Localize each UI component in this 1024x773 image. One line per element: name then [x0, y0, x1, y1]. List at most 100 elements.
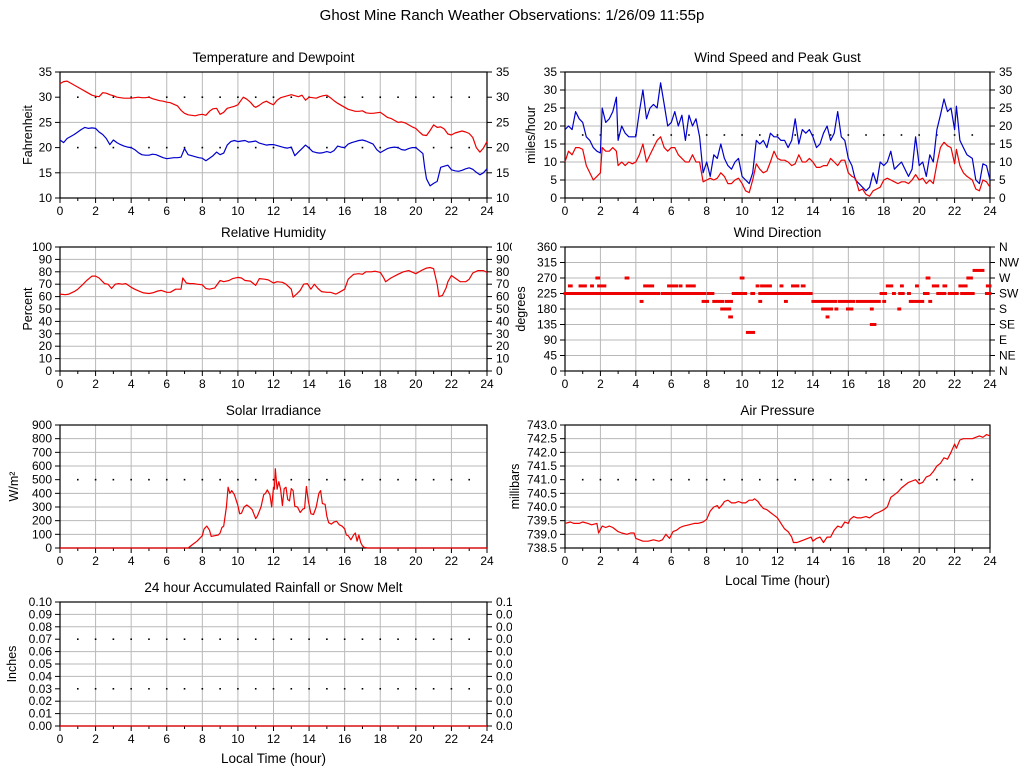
svg-text:0: 0 [496, 364, 503, 378]
svg-text:25: 25 [39, 115, 53, 129]
svg-text:8: 8 [703, 554, 710, 568]
chart-solar-irradiance: 0 2 4 6 8 10 12 14 16 18 20 22 24 0 100 200 300 400 500 600… [0, 395, 512, 577]
svg-text:180: 180 [537, 302, 557, 316]
svg-text:500: 500 [32, 473, 52, 487]
svg-text:743.0: 743.0 [527, 418, 557, 432]
svg-text:30: 30 [39, 90, 53, 104]
svg-text:2: 2 [92, 377, 99, 391]
svg-text:4: 4 [632, 204, 639, 218]
chart-rainfall-snowmelt: 0246810121416182022240.000.000.010.010.0… [0, 572, 520, 773]
svg-text:10: 10 [231, 554, 245, 568]
svg-text:0.00: 0.00 [496, 719, 512, 733]
svg-text:2: 2 [597, 377, 604, 391]
svg-text:N: N [999, 240, 1008, 254]
svg-text:8: 8 [703, 204, 710, 218]
svg-text:24: 24 [480, 554, 494, 568]
svg-text:15: 15 [39, 166, 53, 180]
svg-text:4: 4 [128, 204, 135, 218]
svg-text:10: 10 [735, 204, 749, 218]
svg-text:10: 10 [544, 155, 558, 169]
svg-text:60: 60 [496, 290, 510, 304]
svg-text:16: 16 [338, 204, 352, 218]
svg-text:15: 15 [496, 166, 510, 180]
svg-text:N: N [999, 364, 1008, 378]
svg-text:740.5: 740.5 [527, 486, 557, 500]
svg-text:0.00: 0.00 [29, 719, 53, 733]
svg-text:70: 70 [39, 277, 53, 291]
svg-text:4: 4 [632, 554, 639, 568]
chart-air-pressure: 0 2 4 6 8 10 12 14 16 18 20 22 24 738.5 739.0 739.5 740.… [505, 395, 1024, 600]
svg-text:E: E [999, 333, 1007, 347]
svg-text:0.02: 0.02 [29, 694, 53, 708]
svg-text:14: 14 [302, 204, 316, 218]
svg-text:24: 24 [983, 554, 997, 568]
svg-text:8: 8 [199, 204, 206, 218]
svg-text:315: 315 [537, 256, 557, 270]
svg-text:0: 0 [550, 191, 557, 205]
svg-text:20: 20 [544, 119, 558, 133]
svg-text:20: 20 [409, 732, 423, 746]
svg-text:30: 30 [39, 327, 53, 341]
svg-text:24: 24 [480, 377, 494, 391]
svg-text:0.03: 0.03 [496, 682, 512, 696]
svg-text:30: 30 [544, 83, 558, 97]
svg-text:35: 35 [544, 65, 558, 79]
svg-text:20: 20 [409, 204, 423, 218]
svg-text:20: 20 [409, 554, 423, 568]
svg-text:90: 90 [544, 333, 558, 347]
svg-text:0.01: 0.01 [496, 707, 512, 721]
svg-text:0.09: 0.09 [29, 607, 53, 621]
svg-text:0: 0 [45, 541, 52, 555]
svg-text:22: 22 [445, 554, 459, 568]
svg-text:10: 10 [496, 191, 510, 205]
svg-text:10: 10 [39, 352, 53, 366]
svg-text:35: 35 [999, 65, 1013, 79]
page-title: Ghost Mine Ranch Weather Observations: 1… [319, 7, 705, 24]
svg-text:Relative Humidity: Relative Humidity [221, 225, 326, 240]
svg-text:4: 4 [128, 732, 135, 746]
svg-text:Inches: Inches [5, 646, 19, 683]
svg-text:900: 900 [32, 418, 52, 432]
svg-text:NE: NE [999, 349, 1016, 363]
svg-text:50: 50 [39, 302, 53, 316]
svg-text:4: 4 [128, 377, 135, 391]
svg-text:225: 225 [537, 287, 557, 301]
svg-text:22: 22 [948, 554, 962, 568]
svg-text:0: 0 [550, 364, 557, 378]
svg-text:70: 70 [496, 277, 510, 291]
svg-text:0: 0 [562, 554, 569, 568]
svg-text:18: 18 [877, 554, 891, 568]
svg-text:Temperature and Dewpoint: Temperature and Dewpoint [192, 50, 354, 65]
svg-text:4: 4 [128, 554, 135, 568]
svg-text:16: 16 [842, 554, 856, 568]
svg-text:40: 40 [496, 314, 510, 328]
svg-text:14: 14 [302, 732, 316, 746]
svg-text:16: 16 [842, 377, 856, 391]
svg-text:100: 100 [32, 240, 52, 254]
svg-text:0: 0 [57, 204, 64, 218]
svg-text:Local Time (hour): Local Time (hour) [725, 573, 830, 588]
svg-text:10: 10 [231, 377, 245, 391]
svg-text:20: 20 [496, 339, 510, 353]
svg-text:35: 35 [39, 65, 53, 79]
chart-wind-direction: 0 2 4 6 8 10 12 14 16 18 20 22 24 0 N 45 NE 90 E 135 SE 180 S 2… [505, 217, 1024, 400]
svg-text:18: 18 [877, 377, 891, 391]
svg-text:6: 6 [668, 377, 675, 391]
svg-text:6: 6 [668, 554, 675, 568]
svg-text:0.05: 0.05 [29, 657, 53, 671]
svg-text:5: 5 [550, 173, 557, 187]
svg-text:10: 10 [735, 377, 749, 391]
svg-text:SE: SE [999, 318, 1015, 332]
svg-text:6: 6 [163, 204, 170, 218]
svg-text:2: 2 [92, 732, 99, 746]
svg-text:25: 25 [999, 101, 1013, 115]
svg-text:10: 10 [39, 191, 53, 205]
svg-text:10: 10 [999, 155, 1013, 169]
svg-text:0.04: 0.04 [496, 669, 512, 683]
svg-text:741.0: 741.0 [527, 473, 557, 487]
svg-text:16: 16 [338, 377, 352, 391]
svg-text:20: 20 [496, 141, 510, 155]
svg-text:741.5: 741.5 [527, 459, 557, 473]
svg-text:18: 18 [877, 204, 891, 218]
svg-text:0.06: 0.06 [496, 645, 512, 659]
